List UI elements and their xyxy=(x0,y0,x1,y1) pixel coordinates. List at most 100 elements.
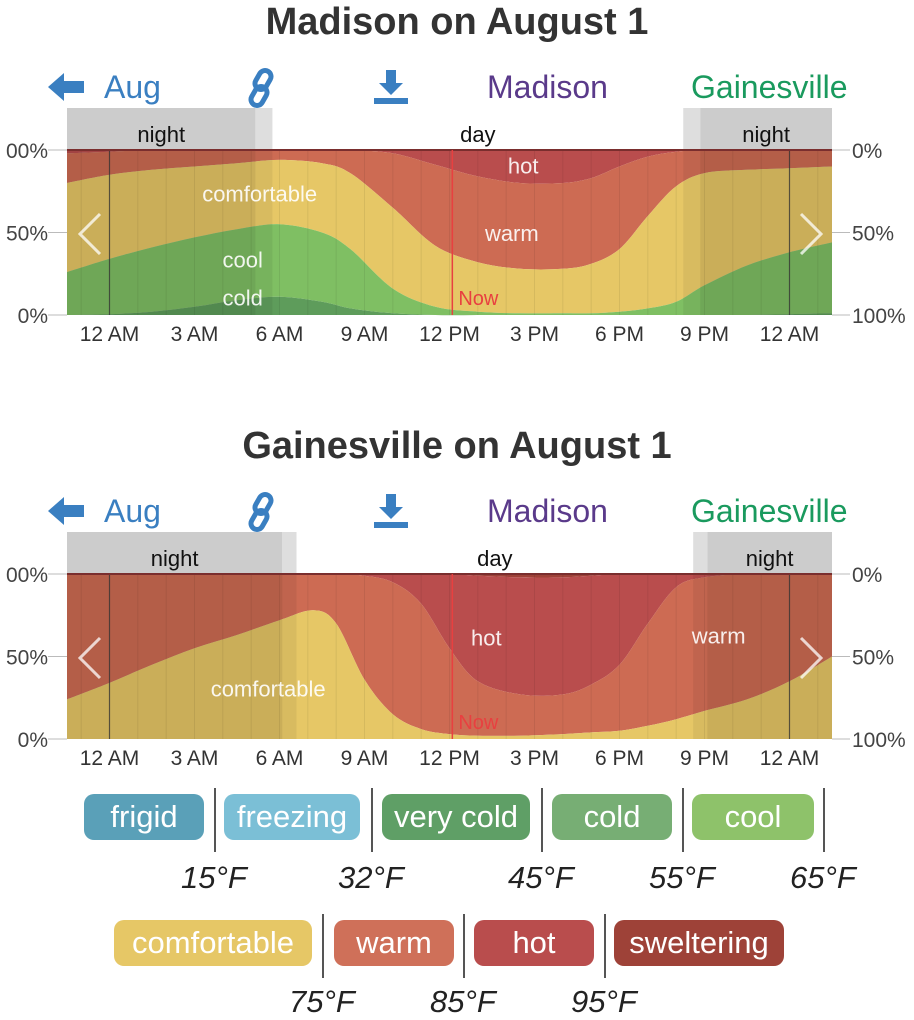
download-icon[interactable] xyxy=(372,68,410,106)
legend-pill-comfortable: comfortable xyxy=(114,920,312,966)
legend-pill-hot: hot xyxy=(474,920,594,966)
night-label: night xyxy=(151,546,199,571)
area-label-warm: warm xyxy=(484,221,539,246)
day-label: day xyxy=(477,546,512,571)
legend-pill-very-cold: very cold xyxy=(382,794,530,840)
night-label: night xyxy=(742,122,790,147)
link-icon[interactable] xyxy=(244,492,280,532)
y-tick-left: 00% xyxy=(6,564,48,587)
x-tick-label: 6 PM xyxy=(595,747,644,770)
x-tick-label: 3 AM xyxy=(171,323,219,346)
night-shade xyxy=(707,574,832,739)
area-warm xyxy=(67,149,832,270)
legend-temp: 15°F xyxy=(181,860,247,895)
area-comfortable xyxy=(67,610,832,739)
chevron-left-icon[interactable] xyxy=(77,212,102,256)
chevron-right-icon[interactable] xyxy=(799,212,824,256)
x-tick-label: 12 PM xyxy=(419,323,480,346)
y-tick-left: 00% xyxy=(6,140,48,163)
night-shade xyxy=(67,150,256,315)
legend-separator xyxy=(371,788,373,852)
y-tick-right: 0% xyxy=(852,564,882,587)
area-label-comfortable: comfortable xyxy=(211,677,326,702)
y-tick-left: 0% xyxy=(18,305,48,328)
area-cold xyxy=(67,296,832,316)
legend-pill-freezing: freezing xyxy=(224,794,360,840)
x-tick-label: 6 PM xyxy=(595,323,644,346)
legend-temp: 32°F xyxy=(338,860,404,895)
area-label-warm: warm xyxy=(691,624,746,649)
night-label: night xyxy=(746,546,794,571)
twilight-shade xyxy=(693,574,708,739)
area-cool xyxy=(67,224,832,316)
x-tick-label: 6 AM xyxy=(256,747,304,770)
madison-panel: Madison on August 1 Aug Madison Gainesvi… xyxy=(0,0,914,360)
prev-month-button[interactable]: Aug xyxy=(46,64,161,110)
y-tick-right: 50% xyxy=(852,647,894,670)
arrow-left-icon xyxy=(48,497,84,525)
x-tick-label: 6 AM xyxy=(256,323,304,346)
area-label-hot: hot xyxy=(471,625,502,650)
chevron-left-icon[interactable] xyxy=(77,636,102,680)
legend-pill-sweltering: sweltering xyxy=(614,920,784,966)
legend-pill-cool: cool xyxy=(692,794,814,840)
area-warm xyxy=(67,573,832,736)
prev-month-label: Aug xyxy=(104,69,161,105)
twilight-shade xyxy=(683,150,701,315)
area-hot xyxy=(67,149,832,184)
page-title: Madison on August 1 xyxy=(265,1,649,43)
area-label-cold: cold xyxy=(222,286,262,311)
temperature-legend: frigid freezing very cold cold cool 15°F 32°F 4… xyxy=(0,784,914,1019)
area-comfortable xyxy=(67,159,832,314)
legend-pill-warm: warm xyxy=(334,920,454,966)
comfort-chart: night day night Now hot warm comfortable 00% 0% 5… xyxy=(6,532,906,770)
day-label: day xyxy=(460,122,495,147)
city-link-madison[interactable]: Madison xyxy=(487,493,608,529)
y-tick-right: 100% xyxy=(852,729,906,752)
x-tick-label: 12 PM xyxy=(419,747,480,770)
x-tick-label: 12 AM xyxy=(80,323,140,346)
y-tick-left: 50% xyxy=(6,223,48,246)
x-tick-label: 3 PM xyxy=(510,747,559,770)
x-tick-label: 3 AM xyxy=(171,747,219,770)
legend-temp: 55°F xyxy=(649,860,715,895)
y-tick-right: 0% xyxy=(852,140,882,163)
legend-temp: 75°F xyxy=(289,984,355,1019)
legend-separator xyxy=(322,914,324,978)
x-tick-label: 9 AM xyxy=(341,323,389,346)
y-tick-right: 50% xyxy=(852,223,894,246)
x-tick-label: 12 AM xyxy=(80,747,140,770)
nav-bar: Aug Madison Gainesville xyxy=(0,64,914,110)
twilight-shade xyxy=(282,574,297,739)
twilight-shade xyxy=(255,150,273,315)
legend-separator xyxy=(682,788,684,852)
night-shade xyxy=(700,150,832,315)
legend-temp: 85°F xyxy=(430,984,496,1019)
x-tick-label: 12 AM xyxy=(760,323,820,346)
now-label: Now xyxy=(458,288,499,310)
x-tick-label: 3 PM xyxy=(510,323,559,346)
city-link-gainesville[interactable]: Gainesville xyxy=(691,69,848,105)
area-label-hot: hot xyxy=(508,154,539,179)
now-label: Now xyxy=(458,712,499,734)
night-shade xyxy=(67,574,283,739)
legend-separator xyxy=(604,914,606,978)
city-link-gainesville[interactable]: Gainesville xyxy=(691,493,848,529)
nav-bar: Aug Madison Gainesville xyxy=(0,488,914,534)
prev-month-button[interactable]: Aug xyxy=(46,488,161,534)
comfort-chart: night day night Now hot comfortable warm cool co… xyxy=(6,108,906,346)
area-hot xyxy=(67,573,832,696)
legend-temp: 45°F xyxy=(508,860,574,895)
link-icon[interactable] xyxy=(244,68,280,108)
legend-temp: 95°F xyxy=(571,984,637,1019)
y-tick-left: 0% xyxy=(18,729,48,752)
legend-separator xyxy=(463,914,465,978)
y-tick-left: 50% xyxy=(6,647,48,670)
x-tick-label: 12 AM xyxy=(760,747,820,770)
legend-separator xyxy=(823,788,825,852)
city-link-madison[interactable]: Madison xyxy=(487,69,608,105)
night-label: night xyxy=(137,122,185,147)
download-icon[interactable] xyxy=(372,492,410,530)
chevron-right-icon[interactable] xyxy=(799,636,824,680)
area-label-comfortable: comfortable xyxy=(202,182,317,207)
